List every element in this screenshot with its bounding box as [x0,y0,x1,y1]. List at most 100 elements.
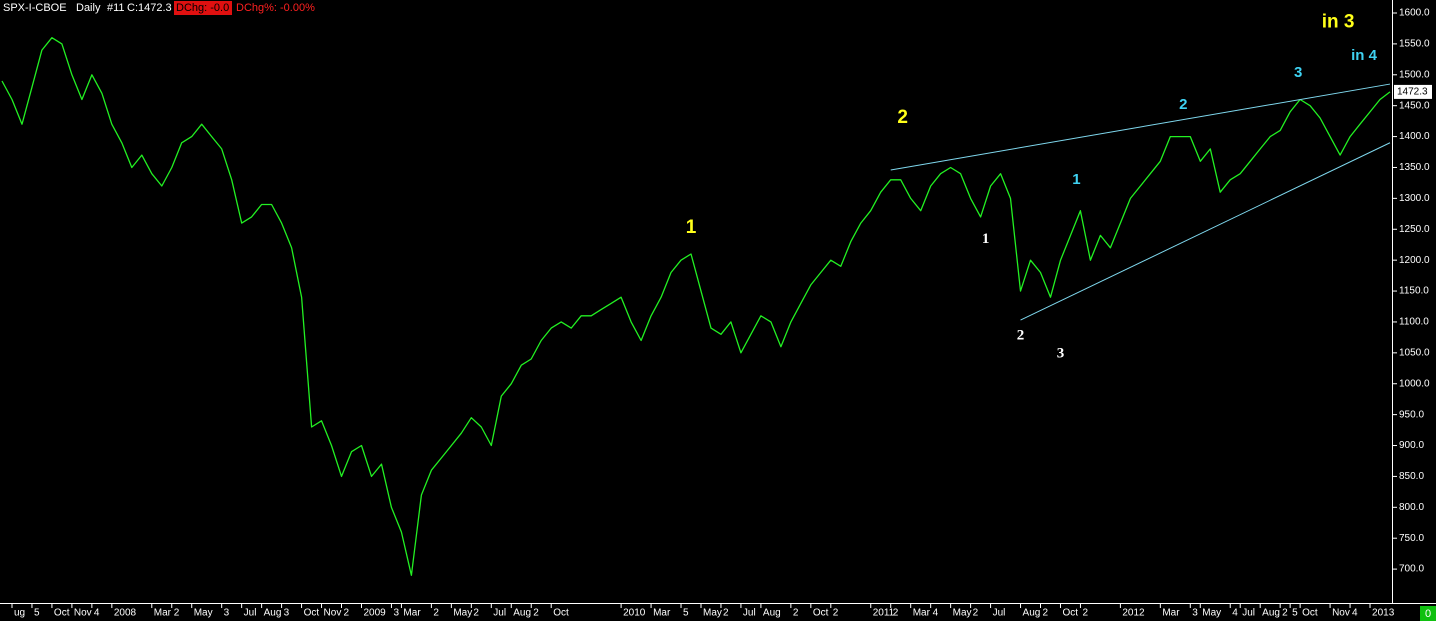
x-tick-label: Mar [653,608,671,619]
x-tick-label: 4 [1352,608,1358,619]
x-tick-label: 2013 [1372,608,1395,619]
trendline [890,83,1391,171]
period: Daily [76,2,101,14]
y-tick-label: 1200.0 [1399,255,1430,266]
y-tick-label: 800.0 [1399,502,1424,513]
x-tick-label: 2 [433,608,439,619]
x-tick-label: 3 [393,608,399,619]
x-tick-label: Oct [813,608,829,619]
x-tick-label: Oct [1302,608,1318,619]
x-tick-label: 3 [1192,608,1198,619]
header: SPX-I-CBOE Daily #11 C:1472.3 DChg: -0.0… [3,1,315,15]
y-tick-label: 1450.0 [1399,100,1430,111]
y-tick-label: 1250.0 [1399,224,1430,235]
close: C:1472.3 [127,2,172,14]
x-tick-label: Jul [493,608,506,619]
wave-label: 1 [686,217,697,238]
x-tick-label: Aug [1262,608,1280,619]
x-tick-label: 2 [793,608,799,619]
last-value-label: 1472.3 [1397,87,1428,98]
y-tick-label: 1000.0 [1399,378,1430,389]
y-tick-label: 1500.0 [1399,69,1430,80]
x-tick-label: 5 [683,608,689,619]
x-tick-label: May [194,608,213,619]
y-tick-label: 900.0 [1399,440,1424,451]
y-tick-label: 1400.0 [1399,131,1430,142]
x-tick-label: 3 [284,608,290,619]
dchg: DChg: -0.0 [176,2,229,14]
x-tick-label: 5 [1292,608,1298,619]
y-tick-label: 1600.0 [1399,8,1430,19]
x-tick-label: 2 [533,608,539,619]
symbol: SPX-I-CBOE [3,2,67,14]
y-tick-label: 750.0 [1399,533,1424,544]
x-tick-label: Oct [304,608,320,619]
x-tick-label: Mar [403,608,421,619]
x-tick-label: 4 [933,608,939,619]
wave-label: in 4 [1351,47,1377,64]
y-tick-label: 1350.0 [1399,162,1430,173]
x-tick-label: 3 [224,608,230,619]
y-tick-label: 1100.0 [1399,317,1429,328]
x-tick-label: May [703,608,722,619]
y-tick-label: 1550.0 [1399,39,1430,50]
x-tick-label: May [453,608,472,619]
x-tick-label: Aug [264,608,282,619]
x-tick-label: 2011 [873,608,895,619]
x-tick-label: 2008 [114,608,137,619]
x-tick-label: 2012 [1122,608,1145,619]
x-tick-label: 5 [34,608,40,619]
wave-label: in 3 [1322,11,1355,32]
wave-label: 3 [1294,64,1302,81]
x-tick-label: 2 [473,608,479,619]
x-tick-label: 2 [1082,608,1088,619]
y-tick-label: 1150.0 [1399,286,1429,297]
x-tick-label: 4 [1232,608,1238,619]
wave-label: 3 [1057,346,1065,362]
x-tick-label: Aug [1023,608,1041,619]
x-tick-label: Mar [154,608,172,619]
x-tick-label: 2 [973,608,979,619]
number: #11 [107,2,125,14]
x-tick-label: May [953,608,972,619]
x-tick-label: Jul [1242,608,1255,619]
y-tick-label: 1300.0 [1399,193,1430,204]
x-tick-label: Aug [513,608,531,619]
x-tick-label: Nov [74,608,92,619]
y-tick-label: 1050.0 [1399,347,1430,358]
x-tick-label: 2 [1282,608,1288,619]
x-tick-label: 2 [344,608,350,619]
x-tick-label: 2 [1043,608,1049,619]
corner-label: 0 [1425,608,1431,620]
x-tick-label: Oct [1062,608,1078,619]
price-line [1,37,1391,576]
wave-label: 2 [1017,328,1025,344]
corner-box [1420,606,1436,621]
wave-label: 2 [897,107,908,128]
y-tick-label: 700.0 [1399,564,1424,575]
y-tick-label: 850.0 [1399,471,1424,482]
x-tick-label: 2 [174,608,180,619]
x-tick-label: ug [14,608,25,619]
x-tick-label: Mar [913,608,931,619]
dchg-pct: DChg%: -0.00% [236,2,315,14]
last-value-box [1394,84,1432,99]
dchg-box [174,1,232,15]
x-tick-label: Jul [244,608,257,619]
y-tick-label: 950.0 [1399,409,1424,420]
x-tick-label: 2 [723,608,729,619]
wave-label: 1 [1072,171,1080,188]
x-tick-label: 2010 [623,608,646,619]
x-tick-label: 2009 [363,608,386,619]
wave-label: 2 [1179,96,1187,113]
x-tick-label: Nov [1332,608,1350,619]
x-tick-label: May [1202,608,1221,619]
x-tick-label: 4 [94,608,100,619]
x-tick-label: Jul [743,608,756,619]
trendline [1020,142,1391,321]
x-tick-label: 2 [833,608,839,619]
x-tick-label: Mar [1162,608,1180,619]
wave-label: 1 [982,231,990,247]
